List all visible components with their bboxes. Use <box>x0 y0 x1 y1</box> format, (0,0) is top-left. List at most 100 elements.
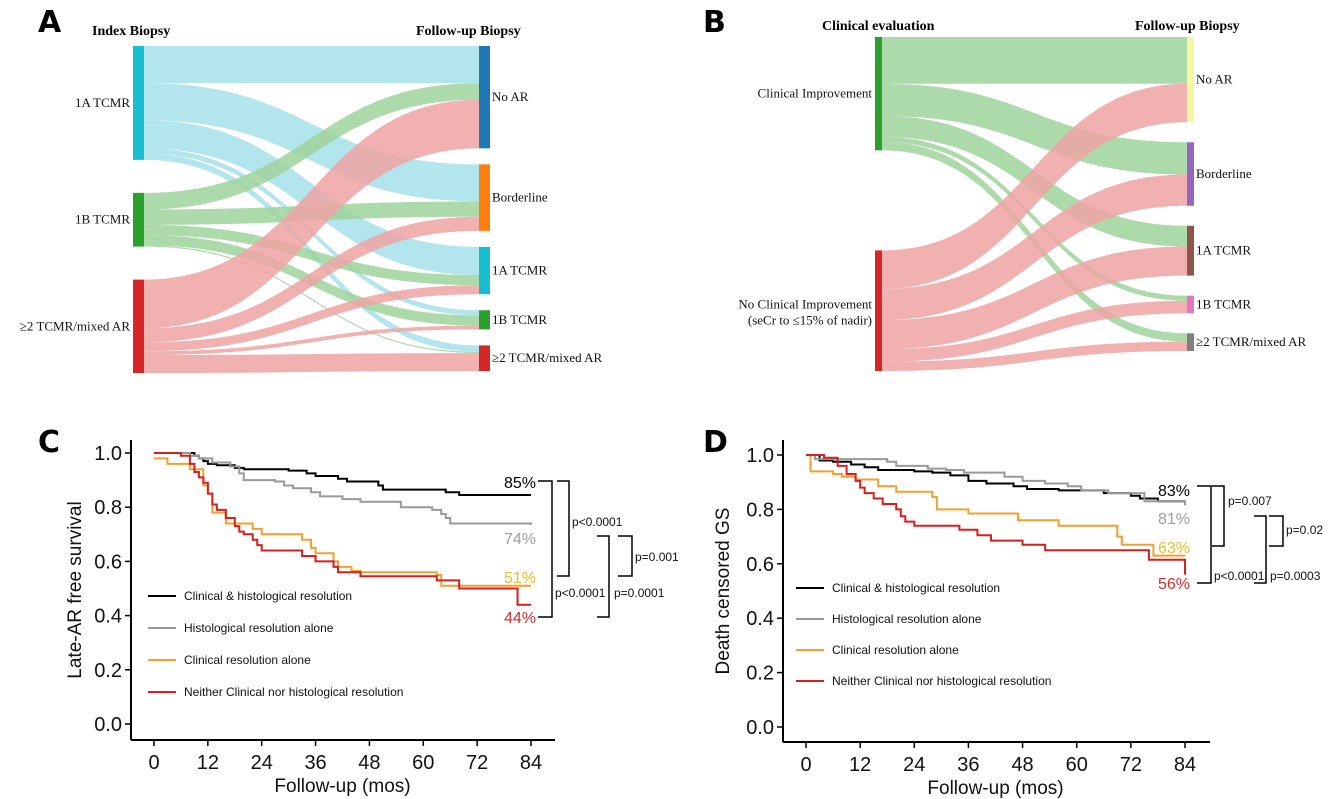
comparison-bracket <box>1269 515 1284 547</box>
end-label-3: 51% <box>504 570 536 587</box>
sankey-left-label: ≥2 TCMR/mixed AR <box>20 318 131 333</box>
sankey-right-node <box>1187 333 1194 351</box>
x-tick-label: 84 <box>1174 754 1196 776</box>
x-tick-label: 24 <box>903 754 925 776</box>
km-curve-3 <box>806 454 1185 557</box>
x-tick-label: 60 <box>412 752 434 774</box>
sankey-right-node <box>1187 295 1194 314</box>
legend-item-3: Clinical resolution alone <box>184 653 311 667</box>
km-panel-c: 0.0 0.2 0.4 0.6 0.8 1.0 0 12 24 36 48 60 72 84 Follow-… <box>65 440 679 797</box>
p-value-label: p=0.0001 <box>614 586 665 600</box>
sankey-left-node <box>875 37 882 151</box>
sankey-flow <box>882 136 1187 301</box>
y-tick-label: 0.0 <box>94 714 122 736</box>
comparison-bracket <box>557 480 570 577</box>
end-label-1: 83% <box>1158 483 1190 500</box>
sankey-a-nodes: 1A TCMR 1B TCMR ≥2 TCMR/mixed AR No AR Borde… <box>20 46 603 373</box>
sankey-right-label: 1A TCMR <box>1196 243 1251 258</box>
sankey-flow <box>882 174 1187 321</box>
y-tick-label: 1.0 <box>746 445 774 467</box>
p-value-label: p<0.0001 <box>572 515 623 529</box>
x-tick-label: 36 <box>304 752 326 774</box>
x-tick-label: 72 <box>1120 754 1142 776</box>
sankey-panel-b: Clinical evaluation Follow-up Biopsy Cli… <box>738 19 1307 371</box>
sankey-a-flows <box>144 46 479 373</box>
sankey-flow <box>144 353 479 373</box>
end-label-3: 63% <box>1158 540 1190 557</box>
y-tick-label: 0.4 <box>746 608 774 630</box>
sankey-flow <box>882 300 1187 362</box>
x-tick-label: 12 <box>197 752 219 774</box>
x-tick-label: 12 <box>849 754 871 776</box>
sankey-flow <box>144 99 479 329</box>
sankey-flow <box>882 37 1187 84</box>
comparison-bracket <box>538 480 553 618</box>
panel-letter-a: A <box>38 5 62 40</box>
sankey-left-node <box>133 46 144 160</box>
sankey-right-node <box>1187 225 1194 276</box>
sankey-flow <box>144 46 479 84</box>
p-value-label: p<0.0001 <box>555 586 606 600</box>
comparison-bracket <box>618 535 633 577</box>
panel-letter-c: C <box>38 425 60 460</box>
sankey-left-label: 1B TCMR <box>75 212 130 227</box>
sankey-right-label: ≥2 TCMR/mixed AR <box>492 350 603 365</box>
sankey-left-node <box>133 279 144 373</box>
sankey-right-node <box>1187 37 1194 123</box>
sankey-right-label: 1B TCMR <box>1196 296 1251 311</box>
y-tick-label: 1.0 <box>94 443 122 465</box>
km-curve-4 <box>806 454 1186 575</box>
comparison-bracket <box>1212 485 1225 547</box>
end-label-2: 74% <box>504 531 536 548</box>
sankey-right-label: Borderline <box>492 190 548 205</box>
sankey-flow <box>144 83 479 210</box>
sankey-b-right-header: Follow-up Biopsy <box>1135 19 1240 34</box>
comparison-bracket <box>1197 485 1212 584</box>
km-curve-2 <box>154 452 532 525</box>
p-value-label: p=0.02 <box>1286 523 1323 537</box>
y-tick-label: 0.2 <box>746 663 774 685</box>
comparison-bracket <box>1254 515 1267 584</box>
y-tick-label: 0.6 <box>746 554 774 576</box>
km-curve-4 <box>154 452 531 606</box>
sankey-b-left-header: Clinical evaluation <box>822 19 935 34</box>
y-axis-title: Death censored GS <box>713 508 734 675</box>
x-tick-label: 84 <box>520 752 542 774</box>
sankey-right-label: ≥2 TCMR/mixed AR <box>1196 334 1307 349</box>
y-tick-label: 0.8 <box>746 499 774 521</box>
legend-item-1: Clinical & histological resolution <box>184 589 352 603</box>
x-axis-title: Follow-up (mos) <box>927 778 1063 799</box>
sankey-flow <box>144 285 479 352</box>
sankey-right-label: Borderline <box>1196 166 1252 181</box>
sankey-right-label: 1A TCMR <box>492 263 547 278</box>
sankey-left-label-sub: (seCr to ≤15% of nadir) <box>748 313 872 328</box>
p-value-label: p=0.001 <box>635 550 679 564</box>
p-value-label: p=0.007 <box>1228 494 1272 508</box>
sankey-panel-a: Index Biopsy Follow-up Biopsy 1A TCMR 1B … <box>20 24 603 373</box>
panel-letter-b: B <box>703 5 726 40</box>
y-tick-label: 0.4 <box>94 606 122 628</box>
legend-item-2: Histological resolution alone <box>184 621 334 635</box>
sankey-right-node <box>479 345 490 371</box>
sankey-left-node <box>875 250 882 371</box>
km-curve-2 <box>806 454 1186 506</box>
sankey-flow <box>144 224 479 286</box>
sankey-left-label: No Clinical Improvement <box>738 297 872 312</box>
sankey-right-node <box>479 310 490 330</box>
sankey-a-left-header: Index Biopsy <box>92 24 170 39</box>
sankey-right-label: No AR <box>492 89 529 104</box>
x-tick-label: 36 <box>957 754 979 776</box>
x-tick-label: 24 <box>251 752 273 774</box>
comparison-bracket <box>597 535 610 618</box>
x-tick-label: 48 <box>358 752 380 774</box>
km-curve-1 <box>154 452 531 497</box>
sankey-flow <box>882 341 1187 371</box>
y-tick-label: 0.2 <box>94 660 122 682</box>
sankey-a-right-header: Follow-up Biopsy <box>416 24 521 39</box>
sankey-right-node <box>479 164 490 231</box>
legend-item-1: Clinical & histological resolution <box>832 581 1000 595</box>
x-tick-label: 0 <box>148 752 159 774</box>
sankey-right-label: No AR <box>1196 72 1233 87</box>
end-label-2: 81% <box>1158 511 1190 528</box>
sankey-flow <box>144 325 479 356</box>
